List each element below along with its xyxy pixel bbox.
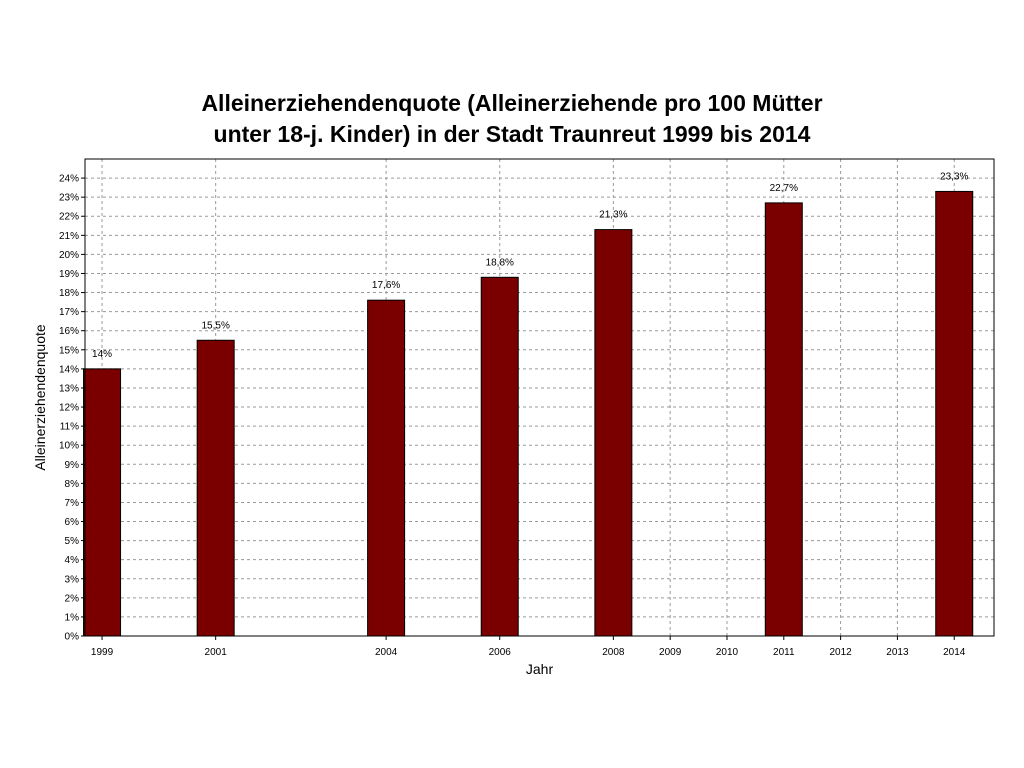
x-tick-label: 2012 — [829, 647, 852, 658]
x-tick-label: 2014 — [943, 647, 966, 658]
chart-title-line-2: unter 18-j. Kinder) in der Stadt Traunre… — [213, 121, 811, 147]
chart-title-line-1: Alleinerziehendenquote (Alleinerziehende… — [201, 90, 823, 116]
bar-value-label: 17,6% — [372, 280, 400, 291]
y-tick-label: 13% — [59, 383, 79, 394]
y-tick-label: 24% — [59, 174, 79, 185]
bar-value-label: 18,8% — [486, 257, 514, 268]
x-axis-label: Jahr — [526, 661, 554, 677]
x-tick-label: 2004 — [375, 647, 398, 658]
y-tick-label: 14% — [59, 364, 79, 375]
bar — [480, 276, 519, 637]
x-axis: 1999 2001 2004 2006 2008 2009 2010 2011 2012 2013… — [91, 636, 966, 658]
y-tick-label: 5% — [65, 536, 80, 547]
y-tick-label: 11% — [60, 422, 79, 433]
y-axis: 0% 1% 2% 3% 4% 5% 6% 7% 8% 9% 10% 11% 12% 13% 14% 15% 16… — [59, 174, 85, 643]
x-tick-label: 2010 — [716, 647, 739, 658]
y-tick-label: 19% — [59, 269, 79, 280]
x-tick-label: 2013 — [886, 647, 909, 658]
bar — [83, 368, 122, 637]
y-tick-label: 23% — [59, 193, 79, 204]
bar — [764, 202, 803, 637]
bar-value-label: 22,7% — [770, 183, 798, 194]
bar-value-label: 23,3% — [940, 171, 968, 182]
chart-title: Alleinerziehendenquote (Alleinerziehende… — [0, 88, 1024, 150]
y-tick-label: 1% — [65, 612, 80, 623]
y-tick-label: 12% — [59, 403, 79, 414]
y-tick-label: 8% — [65, 479, 80, 490]
y-tick-label: 2% — [65, 593, 80, 604]
x-tick-label: 2009 — [659, 647, 682, 658]
y-tick-label: 6% — [65, 517, 80, 528]
x-tick-label: 2011 — [773, 647, 795, 658]
bar-value-label: 14% — [92, 349, 112, 360]
y-tick-label: 3% — [65, 574, 80, 585]
plot-frame — [84, 158, 995, 637]
bar — [935, 190, 974, 637]
bar-value-label: 21,3% — [599, 210, 627, 221]
y-tick-label: 21% — [59, 231, 79, 242]
y-tick-label: 7% — [65, 498, 80, 509]
x-tick-label: 2001 — [205, 647, 228, 658]
bar — [594, 229, 633, 637]
y-tick-label: 17% — [59, 307, 79, 318]
y-tick-label: 9% — [65, 460, 80, 471]
y-tick-label: 0% — [65, 632, 80, 643]
y-tick-label: 20% — [59, 250, 79, 261]
bar — [196, 339, 235, 637]
bar-value-label: 15,5% — [201, 320, 229, 331]
y-tick-label: 15% — [59, 345, 79, 356]
x-tick-label: 2008 — [602, 647, 625, 658]
bars — [83, 190, 974, 637]
y-tick-label: 18% — [59, 288, 79, 299]
x-tick-label: 1999 — [91, 647, 114, 658]
y-tick-label: 22% — [59, 212, 79, 223]
y-tick-label: 16% — [59, 326, 79, 337]
data-labels: 14% 15,5% 17,6% 18,8% 21,3% 22,7% 23,3% — [92, 171, 968, 359]
y-tick-label: 4% — [65, 555, 80, 566]
bar — [367, 299, 406, 637]
x-tick-label: 2006 — [489, 647, 512, 658]
y-axis-label: Alleinerziehendenquote — [32, 324, 48, 471]
y-tick-label: 10% — [59, 441, 79, 452]
